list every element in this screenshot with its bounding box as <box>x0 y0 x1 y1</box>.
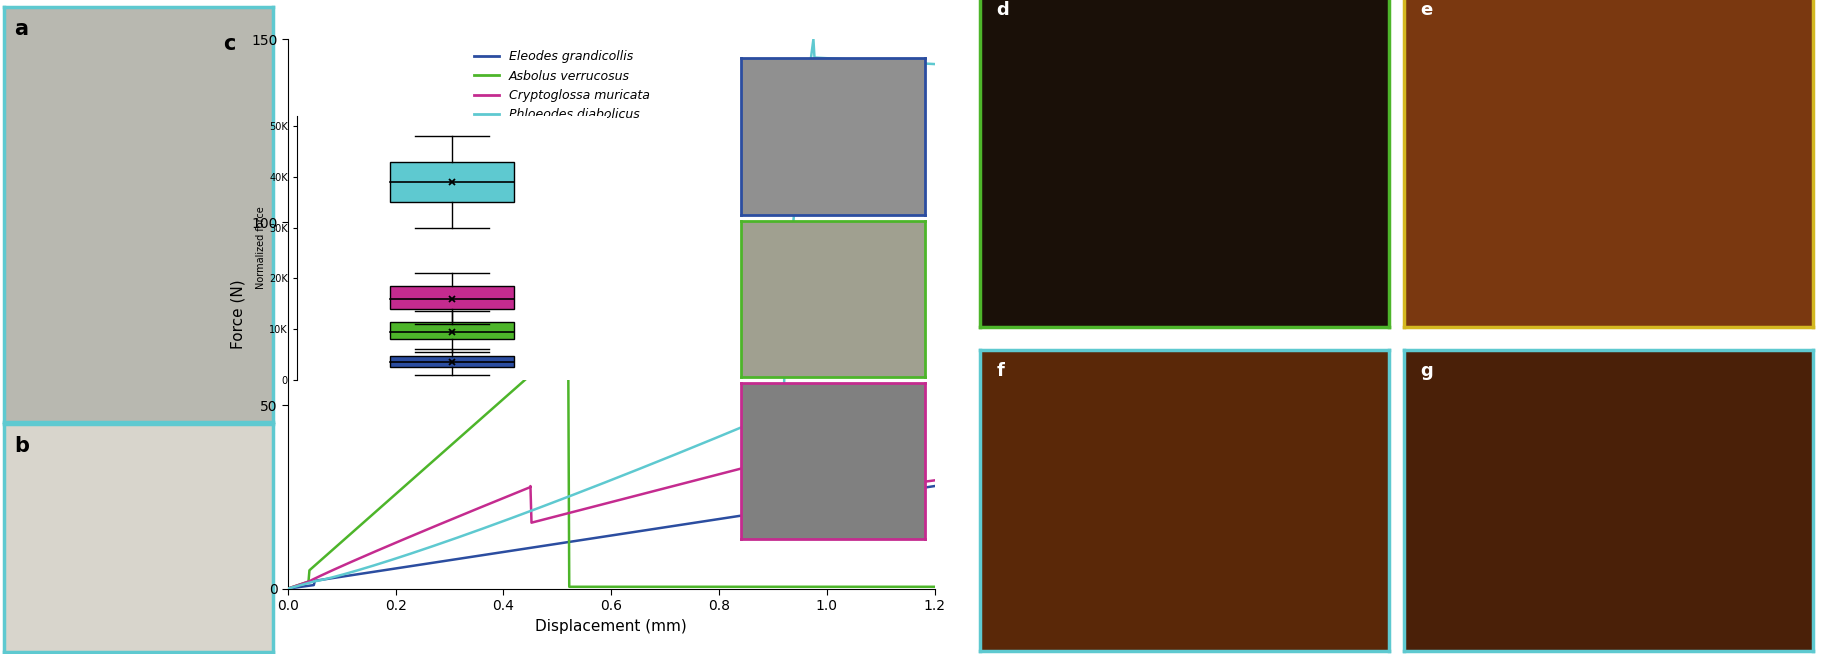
X-axis label: Displacement (mm): Displacement (mm) <box>536 619 687 634</box>
Text: d: d <box>997 1 1009 18</box>
Text: f: f <box>997 362 1004 380</box>
Text: a: a <box>15 19 29 39</box>
Bar <box>390 356 514 367</box>
Text: e: e <box>1419 1 1432 18</box>
Text: c: c <box>222 34 235 54</box>
Text: b: b <box>15 436 29 456</box>
Text: g: g <box>1419 362 1432 380</box>
Bar <box>390 162 514 202</box>
Legend: Eleodes grandicollis, Asbolus verrucosus, Cryptoglossa muricata, Phloeodes diabo: Eleodes grandicollis, Asbolus verrucosus… <box>468 46 654 126</box>
Bar <box>390 322 514 339</box>
Y-axis label: Normalized force: Normalized force <box>257 207 266 289</box>
Y-axis label: Force (N): Force (N) <box>231 279 246 349</box>
Bar <box>390 286 514 309</box>
